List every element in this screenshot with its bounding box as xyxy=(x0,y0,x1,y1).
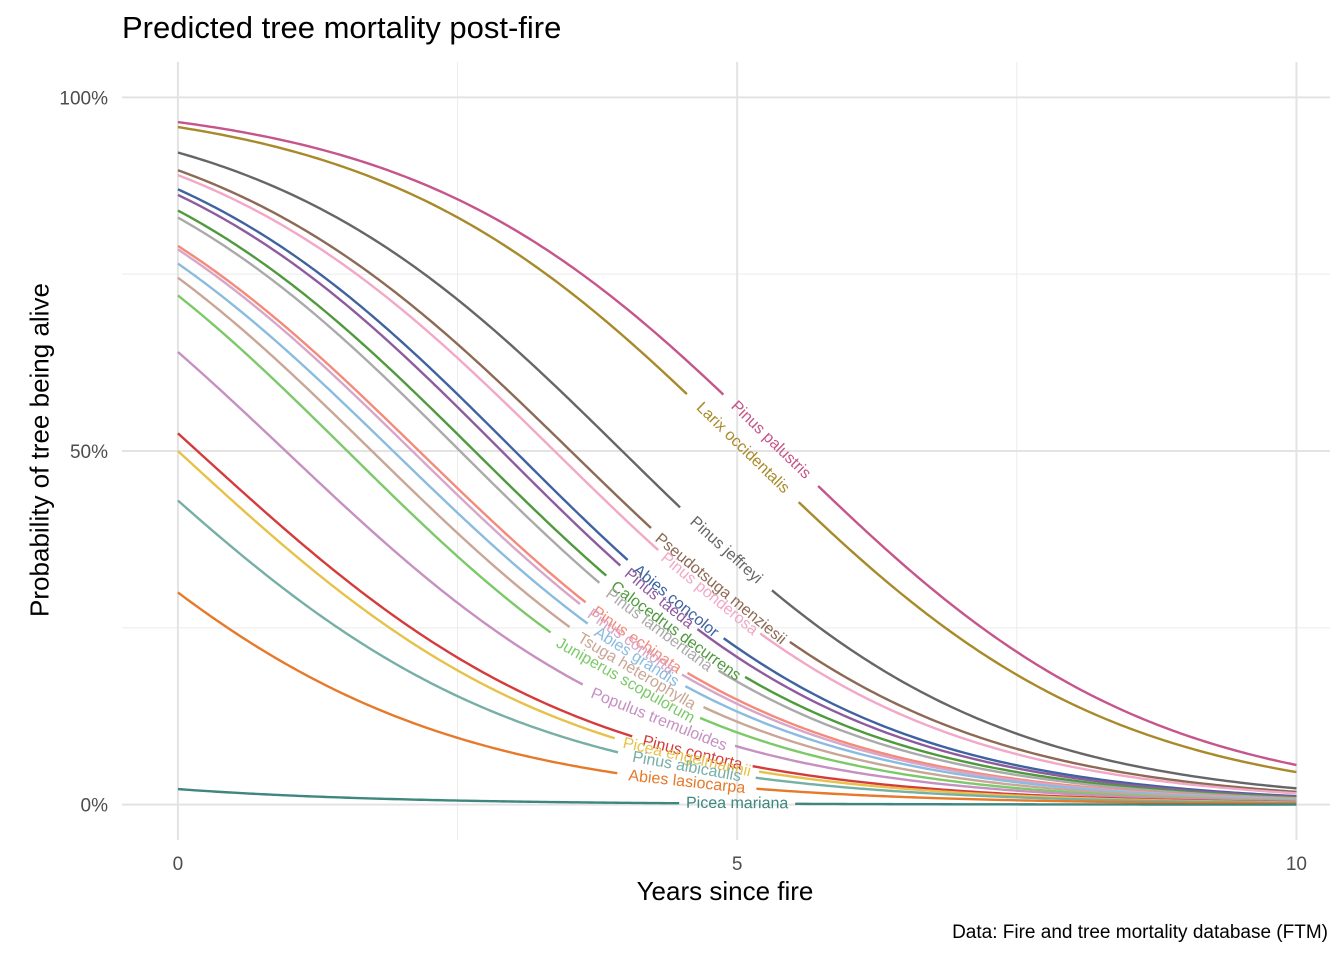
series-line-17 xyxy=(177,499,619,754)
series-line-5 xyxy=(177,188,629,561)
y-tick-label: 50% xyxy=(70,442,108,463)
series-line-12 xyxy=(177,276,571,628)
chart-title: Predicted tree mortality post-fire xyxy=(122,10,562,45)
series-line-14 xyxy=(734,744,1297,803)
series-line-0 xyxy=(817,485,1297,767)
x-tick-label: 0 xyxy=(173,854,184,875)
series-line-13 xyxy=(177,294,552,634)
series-line-6 xyxy=(177,193,622,567)
series-line-18 xyxy=(756,787,1297,805)
series-line-4 xyxy=(177,174,660,551)
x-tick-label: 5 xyxy=(732,854,743,875)
chart-caption: Data: Fire and tree mortality database (… xyxy=(952,922,1328,943)
series-line-8 xyxy=(177,216,601,584)
series-line-1 xyxy=(177,125,688,395)
series-line-19 xyxy=(795,802,1297,806)
series-line-6 xyxy=(696,628,1297,799)
series-line-15 xyxy=(177,432,633,738)
series-line-3 xyxy=(789,640,1297,794)
series-line-19 xyxy=(177,787,680,805)
series-line-7 xyxy=(177,209,608,577)
series-line-1 xyxy=(797,501,1297,774)
series-line-8 xyxy=(717,669,1297,800)
x-tick-label: 10 xyxy=(1286,854,1307,875)
series-line-9 xyxy=(177,244,587,604)
series-lines xyxy=(177,120,1297,806)
grid xyxy=(122,62,1330,840)
series-line-4 xyxy=(759,632,1297,795)
axis-ticks: 0 5 100%50%100% xyxy=(59,88,1307,875)
series-line-11 xyxy=(177,262,589,625)
series-line-18 xyxy=(177,591,618,775)
series-line-14 xyxy=(177,351,584,686)
series-line-3 xyxy=(177,169,652,529)
y-tick-label: 0% xyxy=(81,796,109,817)
y-tick-label: 100% xyxy=(59,88,108,109)
y-axis-label: Probability of tree being alive xyxy=(24,283,55,617)
x-axis-label: Years since fire xyxy=(636,876,814,906)
series-line-0 xyxy=(177,120,725,396)
series-label: Picea mariana xyxy=(686,795,788,813)
series-line-2 xyxy=(771,589,1297,790)
series-line-16 xyxy=(177,450,616,740)
series-line-2 xyxy=(177,151,681,509)
series-line-10 xyxy=(177,248,581,605)
